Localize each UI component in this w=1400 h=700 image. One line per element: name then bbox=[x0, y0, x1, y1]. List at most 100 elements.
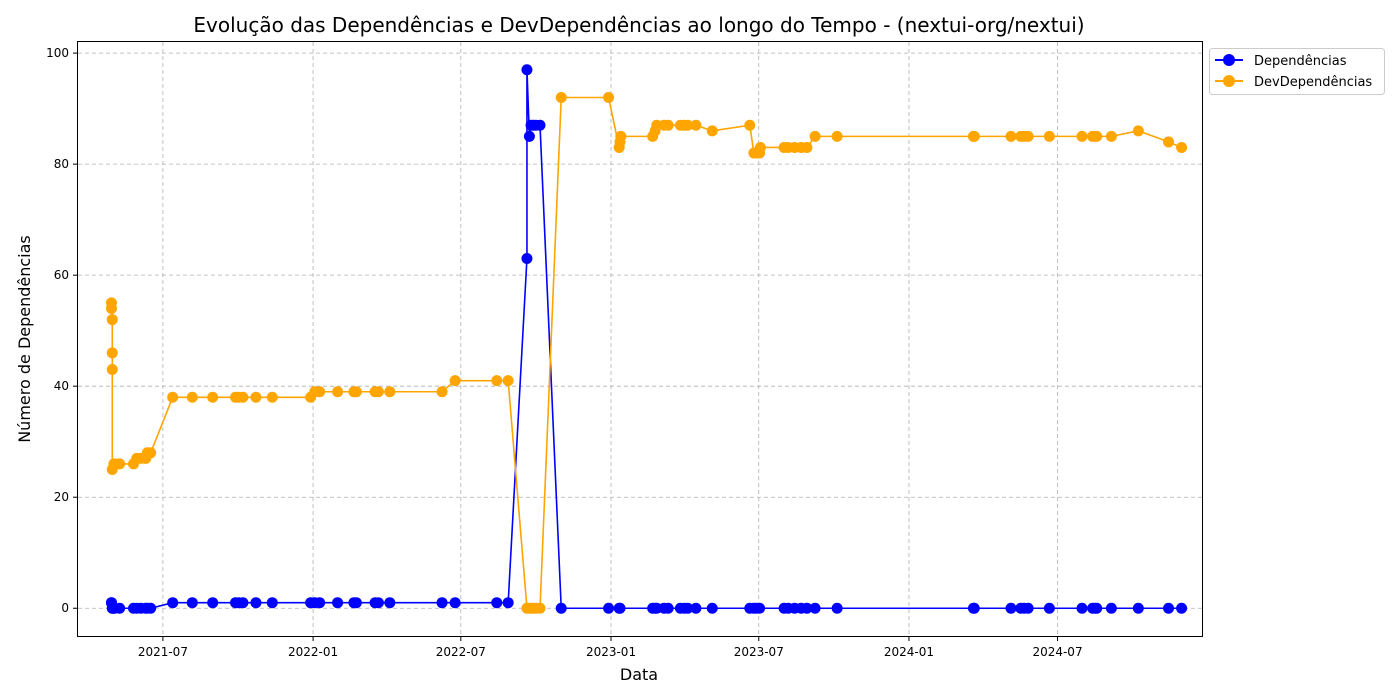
y-tick-label: 100 bbox=[46, 46, 69, 60]
data-point-devdependencias bbox=[1091, 130, 1103, 142]
data-point-dependencias bbox=[372, 597, 384, 609]
data-point-devdependencias bbox=[1076, 130, 1088, 142]
data-point-devdependencias bbox=[706, 125, 718, 137]
data-point-devdependencias bbox=[384, 386, 396, 398]
data-point-devdependencias bbox=[662, 119, 674, 131]
data-point-dependencias bbox=[690, 602, 702, 614]
data-point-dependencias bbox=[1005, 602, 1017, 614]
x-tick-label: 2023-07 bbox=[734, 645, 784, 659]
x-tick-label: 2022-01 bbox=[288, 645, 338, 659]
data-point-dependencias bbox=[662, 602, 674, 614]
data-point-dependencias bbox=[502, 597, 514, 609]
legend-label-devdependencias: DevDependências bbox=[1254, 75, 1372, 90]
legend-label-dependencias: Dependências bbox=[1254, 54, 1347, 69]
series-dependencias bbox=[105, 64, 1188, 614]
x-axis-label: Data bbox=[620, 665, 658, 684]
data-point-dependencias bbox=[555, 602, 567, 614]
data-point-devdependencias bbox=[491, 375, 503, 387]
y-axis-label: Número de Dependências bbox=[15, 235, 34, 443]
data-point-devdependencias bbox=[207, 391, 219, 403]
data-point-devdependencias bbox=[1043, 130, 1055, 142]
data-point-devdependencias bbox=[372, 386, 384, 398]
series-layer bbox=[105, 64, 1188, 614]
axis-ticks: 2021-07 2022-01 2022-07 2023-01 2023-07 2024-… bbox=[46, 46, 1082, 659]
data-point-devdependencias bbox=[555, 92, 567, 104]
data-point-dependencias bbox=[491, 597, 503, 609]
data-point-dependencias bbox=[114, 602, 126, 614]
y-tick-label: 80 bbox=[54, 157, 69, 171]
data-point-dependencias bbox=[384, 597, 396, 609]
data-point-devdependencias bbox=[266, 391, 278, 403]
data-point-dependencias bbox=[809, 602, 821, 614]
data-point-dependencias bbox=[1076, 602, 1088, 614]
data-point-devdependencias bbox=[690, 119, 702, 131]
data-point-devdependencias bbox=[105, 302, 117, 314]
data-point-devdependencias bbox=[314, 386, 326, 398]
data-point-dependencias bbox=[207, 597, 219, 609]
data-point-dependencias bbox=[614, 602, 626, 614]
data-point-devdependencias bbox=[502, 375, 514, 387]
data-point-dependencias bbox=[167, 597, 179, 609]
data-point-dependencias bbox=[1105, 602, 1117, 614]
data-point-devdependencias bbox=[436, 386, 448, 398]
y-tick-label: 20 bbox=[54, 490, 69, 504]
data-point-dependencias bbox=[1132, 602, 1144, 614]
data-point-devdependencias bbox=[106, 347, 118, 359]
data-point-dependencias bbox=[1163, 602, 1175, 614]
data-point-dependencias bbox=[1043, 602, 1055, 614]
data-point-devdependencias bbox=[603, 92, 615, 104]
chart-title: Evolução das Dependências e DevDependênc… bbox=[193, 13, 1084, 37]
y-tick-label: 40 bbox=[54, 379, 69, 393]
data-point-devdependencias bbox=[250, 391, 262, 403]
data-point-dependencias bbox=[523, 130, 535, 142]
data-point-devdependencias bbox=[449, 375, 461, 387]
data-point-dependencias bbox=[332, 597, 344, 609]
data-point-devdependencias bbox=[114, 458, 126, 470]
x-tick-label: 2021-07 bbox=[138, 645, 188, 659]
data-point-dependencias bbox=[968, 602, 980, 614]
x-tick-label: 2024-07 bbox=[1032, 645, 1082, 659]
data-point-devdependencias bbox=[754, 141, 766, 153]
data-point-dependencias bbox=[754, 602, 766, 614]
data-point-dependencias bbox=[314, 597, 326, 609]
data-point-dependencias bbox=[1022, 602, 1034, 614]
legend: Dependências DevDependências bbox=[1209, 48, 1385, 95]
legend-entry-devdependencias: DevDependências bbox=[1215, 75, 1372, 90]
data-point-dependencias bbox=[682, 602, 694, 614]
data-point-devdependencias bbox=[1176, 141, 1188, 153]
data-point-dependencias bbox=[250, 597, 262, 609]
data-point-devdependencias bbox=[968, 130, 980, 142]
data-point-dependencias bbox=[1091, 602, 1103, 614]
x-tick-label: 2022-07 bbox=[436, 645, 486, 659]
data-point-devdependencias bbox=[350, 386, 362, 398]
data-point-dependencias bbox=[266, 597, 278, 609]
series-devdependencias bbox=[105, 92, 1188, 614]
data-point-dependencias bbox=[831, 602, 843, 614]
data-point-dependencias bbox=[145, 602, 157, 614]
legend-frame bbox=[1209, 48, 1385, 95]
data-point-devdependencias bbox=[1163, 136, 1175, 148]
data-point-dependencias bbox=[534, 119, 546, 131]
data-point-devdependencias bbox=[186, 391, 198, 403]
y-tick-label: 60 bbox=[54, 268, 69, 282]
x-tick-label: 2023-01 bbox=[586, 645, 636, 659]
data-point-devdependencias bbox=[1005, 130, 1017, 142]
x-tick-label: 2024-01 bbox=[884, 645, 934, 659]
data-point-devdependencias bbox=[615, 130, 627, 142]
data-point-dependencias bbox=[706, 602, 718, 614]
legend-entry-dependencias: Dependências bbox=[1215, 54, 1347, 69]
legend-marker-devdependencias bbox=[1223, 75, 1235, 87]
data-point-devdependencias bbox=[167, 391, 179, 403]
data-point-devdependencias bbox=[809, 130, 821, 142]
data-point-dependencias bbox=[436, 597, 448, 609]
data-point-dependencias bbox=[237, 597, 249, 609]
plot-area-frame bbox=[77, 41, 1203, 637]
data-point-devdependencias bbox=[1022, 130, 1034, 142]
data-point-dependencias bbox=[521, 253, 533, 264]
data-point-devdependencias bbox=[106, 314, 118, 326]
legend-marker-dependencias bbox=[1223, 54, 1235, 66]
data-point-dependencias bbox=[449, 597, 461, 609]
data-point-devdependencias bbox=[332, 386, 344, 398]
data-point-devdependencias bbox=[237, 391, 249, 403]
